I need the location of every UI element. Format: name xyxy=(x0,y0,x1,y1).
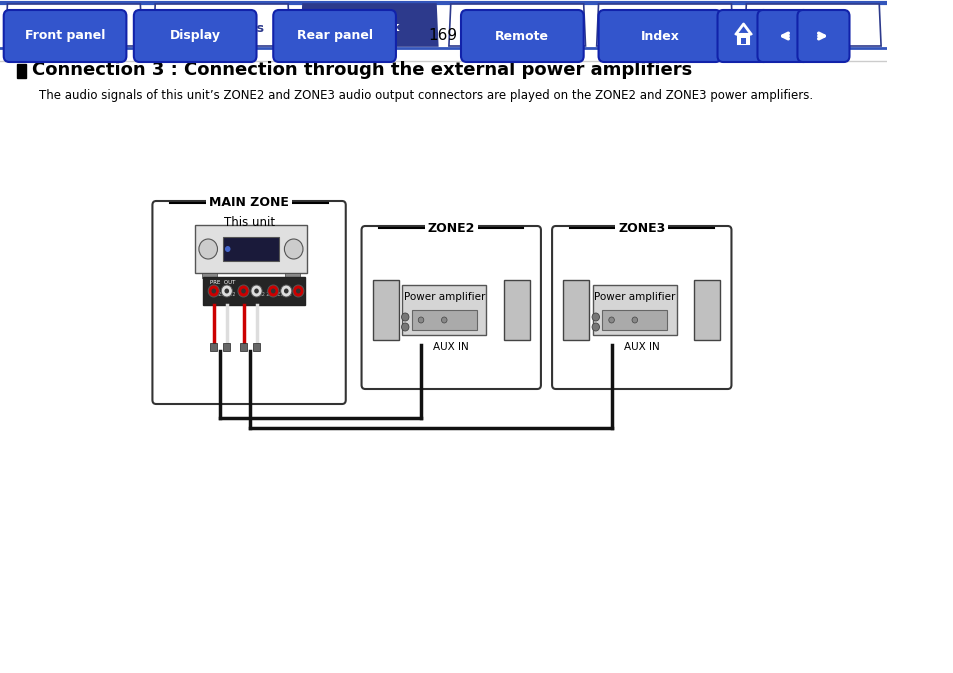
Text: Playback: Playback xyxy=(338,22,400,34)
Bar xyxy=(738,34,748,44)
Bar xyxy=(195,225,307,273)
Text: ZONE2: ZONE2 xyxy=(427,221,475,234)
Circle shape xyxy=(253,289,258,293)
Bar xyxy=(740,38,745,44)
Text: Remote: Remote xyxy=(495,30,549,42)
Bar xyxy=(201,273,216,278)
Text: Settings: Settings xyxy=(488,22,546,34)
Text: MAIN ZONE: MAIN ZONE xyxy=(209,197,289,209)
Bar xyxy=(503,280,529,340)
Circle shape xyxy=(251,285,262,297)
FancyBboxPatch shape xyxy=(152,201,345,404)
FancyBboxPatch shape xyxy=(797,10,848,62)
Circle shape xyxy=(592,323,598,331)
Circle shape xyxy=(221,285,233,297)
Polygon shape xyxy=(743,4,881,46)
Bar xyxy=(223,237,278,261)
Circle shape xyxy=(631,317,637,323)
Text: The audio signals of this unit’s ZONE2 and ZONE3 audio output connectors are pla: The audio signals of this unit’s ZONE2 a… xyxy=(39,90,812,102)
Circle shape xyxy=(284,239,303,259)
FancyBboxPatch shape xyxy=(133,10,256,62)
Circle shape xyxy=(268,285,278,297)
Polygon shape xyxy=(596,4,733,46)
Circle shape xyxy=(280,285,292,297)
Circle shape xyxy=(295,289,300,293)
Text: AUX IN: AUX IN xyxy=(623,342,659,352)
Text: Index: Index xyxy=(639,30,679,42)
Text: Display: Display xyxy=(170,30,220,42)
Circle shape xyxy=(441,317,447,323)
Circle shape xyxy=(198,239,217,259)
Text: 169: 169 xyxy=(428,28,457,44)
FancyBboxPatch shape xyxy=(361,226,540,389)
Bar xyxy=(285,273,300,278)
Circle shape xyxy=(608,317,614,323)
Text: This unit: This unit xyxy=(223,217,274,229)
Text: Connections: Connections xyxy=(178,22,264,34)
Polygon shape xyxy=(449,4,585,46)
Text: L2 ZONE3 1R: L2 ZONE3 1R xyxy=(258,293,291,297)
Circle shape xyxy=(241,289,246,293)
FancyBboxPatch shape xyxy=(273,10,395,62)
Bar xyxy=(202,277,305,305)
Polygon shape xyxy=(6,4,142,46)
Circle shape xyxy=(592,313,598,321)
Bar xyxy=(562,280,589,340)
Text: ZONE3: ZONE3 xyxy=(618,221,664,234)
Circle shape xyxy=(271,289,275,293)
Text: Front panel: Front panel xyxy=(25,30,105,42)
Circle shape xyxy=(208,285,219,297)
Text: Appendix: Appendix xyxy=(779,22,845,34)
Text: Contents: Contents xyxy=(42,22,105,34)
Bar xyxy=(210,343,217,351)
Text: Power amplifier: Power amplifier xyxy=(403,292,484,302)
Bar xyxy=(223,343,231,351)
Circle shape xyxy=(284,289,289,293)
Bar xyxy=(373,280,398,340)
Text: Power amplifier: Power amplifier xyxy=(594,292,675,302)
Text: Connection 3 : Connection through the external power amplifiers: Connection 3 : Connection through the ex… xyxy=(31,61,691,79)
Polygon shape xyxy=(301,4,437,46)
Circle shape xyxy=(401,313,409,321)
Text: Tips: Tips xyxy=(650,22,679,34)
Text: AUX IN: AUX IN xyxy=(433,342,469,352)
FancyBboxPatch shape xyxy=(717,10,769,62)
Circle shape xyxy=(225,246,231,252)
Circle shape xyxy=(293,285,304,297)
FancyBboxPatch shape xyxy=(460,10,583,62)
Circle shape xyxy=(237,285,249,297)
Bar xyxy=(601,310,667,330)
FancyBboxPatch shape xyxy=(598,10,720,62)
FancyBboxPatch shape xyxy=(757,10,809,62)
Text: PRE  OUT: PRE OUT xyxy=(211,281,235,285)
Circle shape xyxy=(417,317,423,323)
Bar xyxy=(239,343,247,351)
Text: Rear panel: Rear panel xyxy=(296,30,373,42)
FancyBboxPatch shape xyxy=(552,226,731,389)
Bar xyxy=(412,310,476,330)
Bar xyxy=(694,280,720,340)
Text: L2 ZONE2  R: L2 ZONE2 R xyxy=(212,293,242,297)
FancyBboxPatch shape xyxy=(4,10,126,62)
Polygon shape xyxy=(153,4,290,46)
Circle shape xyxy=(401,323,409,331)
Circle shape xyxy=(212,289,216,293)
Circle shape xyxy=(224,289,229,293)
Bar xyxy=(402,285,486,335)
Bar xyxy=(593,285,676,335)
Bar xyxy=(253,343,260,351)
Bar xyxy=(17,64,26,78)
